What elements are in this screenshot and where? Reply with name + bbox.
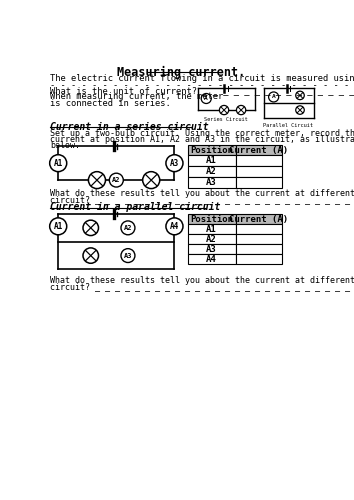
Text: A1: A1 (53, 158, 63, 168)
Text: Parallel Circuit: Parallel Circuit (263, 123, 313, 128)
Circle shape (88, 172, 105, 188)
Bar (236, 254, 282, 264)
Text: A1: A1 (206, 156, 217, 166)
Circle shape (236, 106, 246, 114)
Text: A4: A4 (170, 222, 179, 231)
Text: A2: A2 (206, 234, 217, 244)
Text: A1: A1 (53, 222, 63, 231)
Bar (188, 166, 236, 177)
Text: Measuring current.: Measuring current. (117, 66, 246, 80)
Bar (236, 224, 282, 234)
Bar (188, 177, 236, 188)
Text: What do these results tell you about the current at different points in a series: What do these results tell you about the… (51, 276, 354, 284)
Text: A3: A3 (170, 158, 179, 168)
Bar (188, 244, 236, 254)
Circle shape (296, 106, 304, 114)
Text: Position: Position (190, 214, 233, 224)
Bar (188, 234, 236, 244)
Circle shape (296, 91, 304, 100)
Text: What do these results tell you about the current at different points in a series: What do these results tell you about the… (51, 188, 354, 198)
Text: current at position A1, A2 and A3 in the circuit, as illustrated in the diagrams: current at position A1, A2 and A3 in the… (51, 134, 354, 143)
Text: Position: Position (190, 146, 233, 154)
Text: The electric current flowing in a circuit is measured using what device?: The electric current flowing in a circui… (51, 74, 354, 83)
Text: A1: A1 (206, 224, 217, 234)
Circle shape (121, 248, 135, 262)
Bar (236, 156, 282, 166)
Circle shape (109, 173, 123, 187)
Text: - - - - - - - - - - - - - - - - - - - - - - - - - - - - - - - - - - - - - -: - - - - - - - - - - - - - - - - - - - - … (51, 81, 354, 90)
Circle shape (143, 172, 160, 188)
Text: Current in a series circuit: Current in a series circuit (51, 122, 209, 132)
Bar (236, 144, 282, 156)
Text: A: A (204, 96, 208, 101)
Bar (188, 156, 236, 166)
Bar (188, 254, 236, 264)
Text: A2: A2 (206, 167, 217, 176)
Bar (236, 244, 282, 254)
Bar (188, 214, 236, 224)
Text: Current (A): Current (A) (229, 146, 289, 154)
Text: A3: A3 (206, 178, 217, 187)
Text: circuit? _ _ _ _ _ _ _ _ _ _ _ _ _ _ _ _ _ _ _ _ _ _ _ _ _ _ _ _ _ _ _ _ _ _ _: circuit? _ _ _ _ _ _ _ _ _ _ _ _ _ _ _ _… (51, 194, 354, 204)
Circle shape (269, 92, 279, 102)
Circle shape (166, 154, 183, 172)
Text: When measuring current, the meter: When measuring current, the meter (51, 92, 224, 102)
Text: A3: A3 (206, 244, 217, 254)
Text: A2: A2 (124, 225, 132, 231)
Circle shape (201, 94, 211, 104)
Text: Current in a parallel circuit: Current in a parallel circuit (51, 202, 221, 211)
Bar (236, 234, 282, 244)
Bar (236, 214, 282, 224)
Circle shape (219, 106, 229, 114)
Text: A3: A3 (124, 252, 132, 258)
Circle shape (166, 218, 183, 235)
Circle shape (121, 221, 135, 235)
Text: A2: A2 (112, 177, 121, 183)
Bar (188, 144, 236, 156)
Text: A: A (272, 94, 275, 100)
Bar (188, 224, 236, 234)
Text: Set up a two-bulb circuit. Using the correct meter, record the reading the: Set up a two-bulb circuit. Using the cor… (51, 128, 354, 138)
Circle shape (50, 154, 67, 172)
Circle shape (83, 220, 98, 236)
Circle shape (50, 218, 67, 235)
Text: What is the unit of current? _ _ _ _ _ _ _ _ _ _ _ _ _ _ _ _ _ _ _ _ _ _: What is the unit of current? _ _ _ _ _ _… (51, 86, 354, 95)
Circle shape (83, 248, 98, 264)
Bar (236, 166, 282, 177)
Text: A4: A4 (206, 254, 217, 264)
Bar (236, 177, 282, 188)
Text: below.: below. (51, 141, 80, 150)
Text: Current (A): Current (A) (229, 214, 289, 224)
Text: Series Circuit: Series Circuit (205, 117, 248, 122)
Text: circuit? _ _ _ _ _ _ _ _ _ _ _ _ _ _ _ _ _ _ _ _ _ _ _ _ _ _ _ _ _ _ _ _ _ _ _: circuit? _ _ _ _ _ _ _ _ _ _ _ _ _ _ _ _… (51, 282, 354, 291)
Text: is connected in series.: is connected in series. (51, 100, 171, 108)
